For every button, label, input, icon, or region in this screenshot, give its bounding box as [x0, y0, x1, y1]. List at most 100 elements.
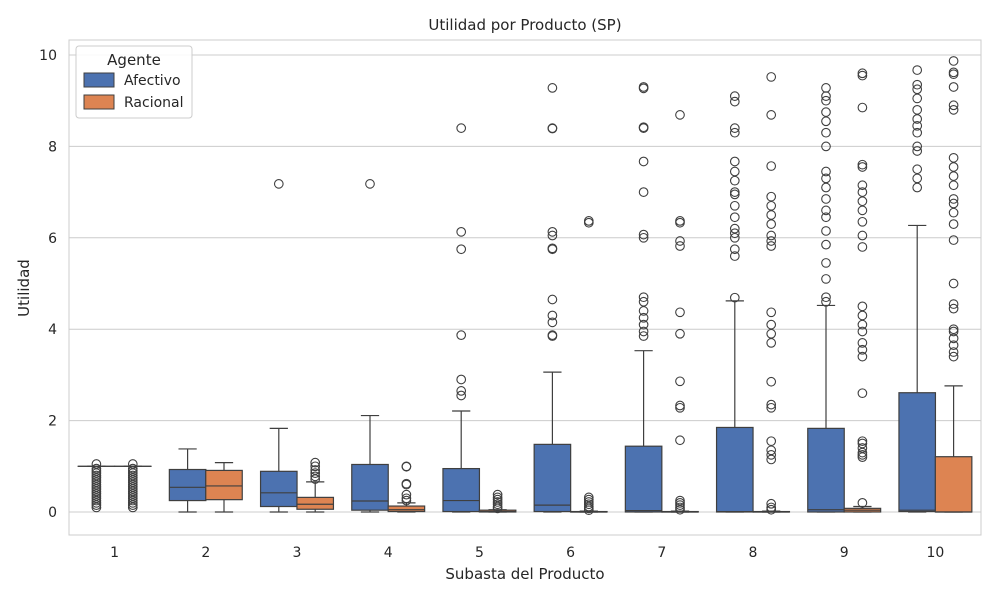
outlier-point — [638, 331, 649, 341]
outlier-point — [638, 326, 649, 337]
outlier-point — [948, 340, 959, 351]
outlier-point — [857, 70, 868, 81]
outlier-point — [675, 400, 685, 411]
outlier-point — [729, 212, 740, 223]
outlier-point — [401, 461, 412, 472]
outlier-point — [821, 239, 831, 250]
outlier-point — [127, 470, 138, 481]
outlier-point — [912, 164, 923, 175]
y-tick-label: 0 — [48, 505, 57, 521]
outlier-point — [766, 241, 777, 251]
outlier-point — [310, 471, 321, 482]
outlier-point — [821, 274, 831, 284]
outlier-point — [857, 326, 868, 337]
outlier-point — [766, 307, 777, 318]
outlier-point — [766, 236, 777, 246]
outlier-point — [766, 230, 777, 241]
outlier-point — [456, 374, 467, 385]
outlier-point — [948, 82, 959, 92]
x-tick-label: 6 — [566, 545, 575, 561]
box-racional-9 — [843, 68, 882, 513]
outlier-point — [583, 497, 594, 507]
outlier-point — [310, 468, 321, 479]
outlier-point — [456, 386, 467, 396]
box-racional-6 — [569, 216, 608, 516]
box-afectivo-5 — [442, 123, 481, 513]
outlier-point — [821, 212, 831, 223]
outlier-point — [127, 466, 138, 476]
y-tick-label: 2 — [48, 414, 57, 430]
outlier-point — [456, 123, 467, 133]
outlier-point — [857, 351, 868, 362]
x-tick-label: 7 — [657, 545, 666, 561]
y-tick-label: 4 — [48, 322, 57, 338]
outlier-point — [912, 146, 923, 156]
outlier-point — [547, 230, 558, 241]
outlier-point — [91, 459, 102, 469]
outlier-point — [401, 489, 412, 500]
outlier-point — [821, 127, 831, 138]
legend-label-afectivo: Afectivo — [124, 73, 181, 89]
outlier-point — [948, 198, 959, 209]
outlier-point — [857, 438, 868, 449]
outlier-point — [547, 243, 558, 254]
outlier-point — [857, 498, 868, 508]
outlier-point — [857, 159, 868, 170]
outlier-point — [766, 399, 777, 410]
outlier-point — [675, 502, 685, 513]
outlier-point — [729, 123, 740, 133]
outlier-point — [675, 110, 685, 120]
outlier-point — [857, 301, 868, 312]
outlier-point — [638, 296, 649, 307]
box-body — [715, 426, 754, 513]
box-body — [351, 463, 389, 511]
box-body — [168, 468, 207, 502]
outlier-point — [821, 226, 831, 236]
box-body — [387, 505, 426, 513]
outlier-point — [857, 344, 868, 355]
outlier-point — [492, 492, 503, 503]
outlier-point — [675, 402, 685, 413]
outlier-point — [766, 436, 777, 447]
outlier-point — [310, 465, 321, 475]
y-axis-title: Utilidad — [15, 259, 33, 317]
box-afectivo-1 — [77, 459, 116, 513]
outlier-point — [948, 326, 959, 337]
x-axis-title: Subasta del Producto — [445, 565, 604, 583]
outlier-point — [766, 161, 777, 171]
box-afectivo-9 — [807, 83, 845, 513]
outlier-point — [127, 459, 138, 469]
outlier-point — [91, 466, 102, 476]
outlier-point — [127, 463, 138, 474]
outlier-point — [91, 470, 102, 481]
outlier-point — [729, 251, 740, 261]
outlier-point — [857, 338, 868, 348]
outlier-point — [583, 216, 594, 226]
outlier-point — [821, 95, 831, 106]
outlier-point — [675, 236, 685, 246]
outlier-point — [912, 79, 923, 90]
outlier-point — [675, 435, 685, 446]
box-afectivo-6 — [533, 83, 572, 513]
outlier-point — [547, 123, 558, 133]
box-racional-8 — [752, 72, 791, 515]
outlier-point — [766, 504, 777, 515]
box-body — [533, 443, 572, 513]
outlier-point — [912, 65, 923, 75]
outlier-point — [857, 68, 868, 79]
outlier-point — [675, 216, 685, 226]
outlier-point — [948, 303, 959, 314]
x-tick-label: 9 — [840, 545, 849, 561]
box-body — [898, 392, 937, 513]
outlier-point — [638, 187, 649, 197]
outlier-point — [766, 319, 777, 330]
outlier-point — [91, 463, 102, 474]
outlier-point — [456, 244, 467, 255]
outlier-point — [456, 390, 467, 401]
outlier-point — [638, 292, 649, 303]
outlier-point — [729, 228, 740, 239]
outlier-point — [948, 67, 959, 78]
outlier-point — [547, 330, 558, 340]
outlier-point — [401, 493, 412, 504]
